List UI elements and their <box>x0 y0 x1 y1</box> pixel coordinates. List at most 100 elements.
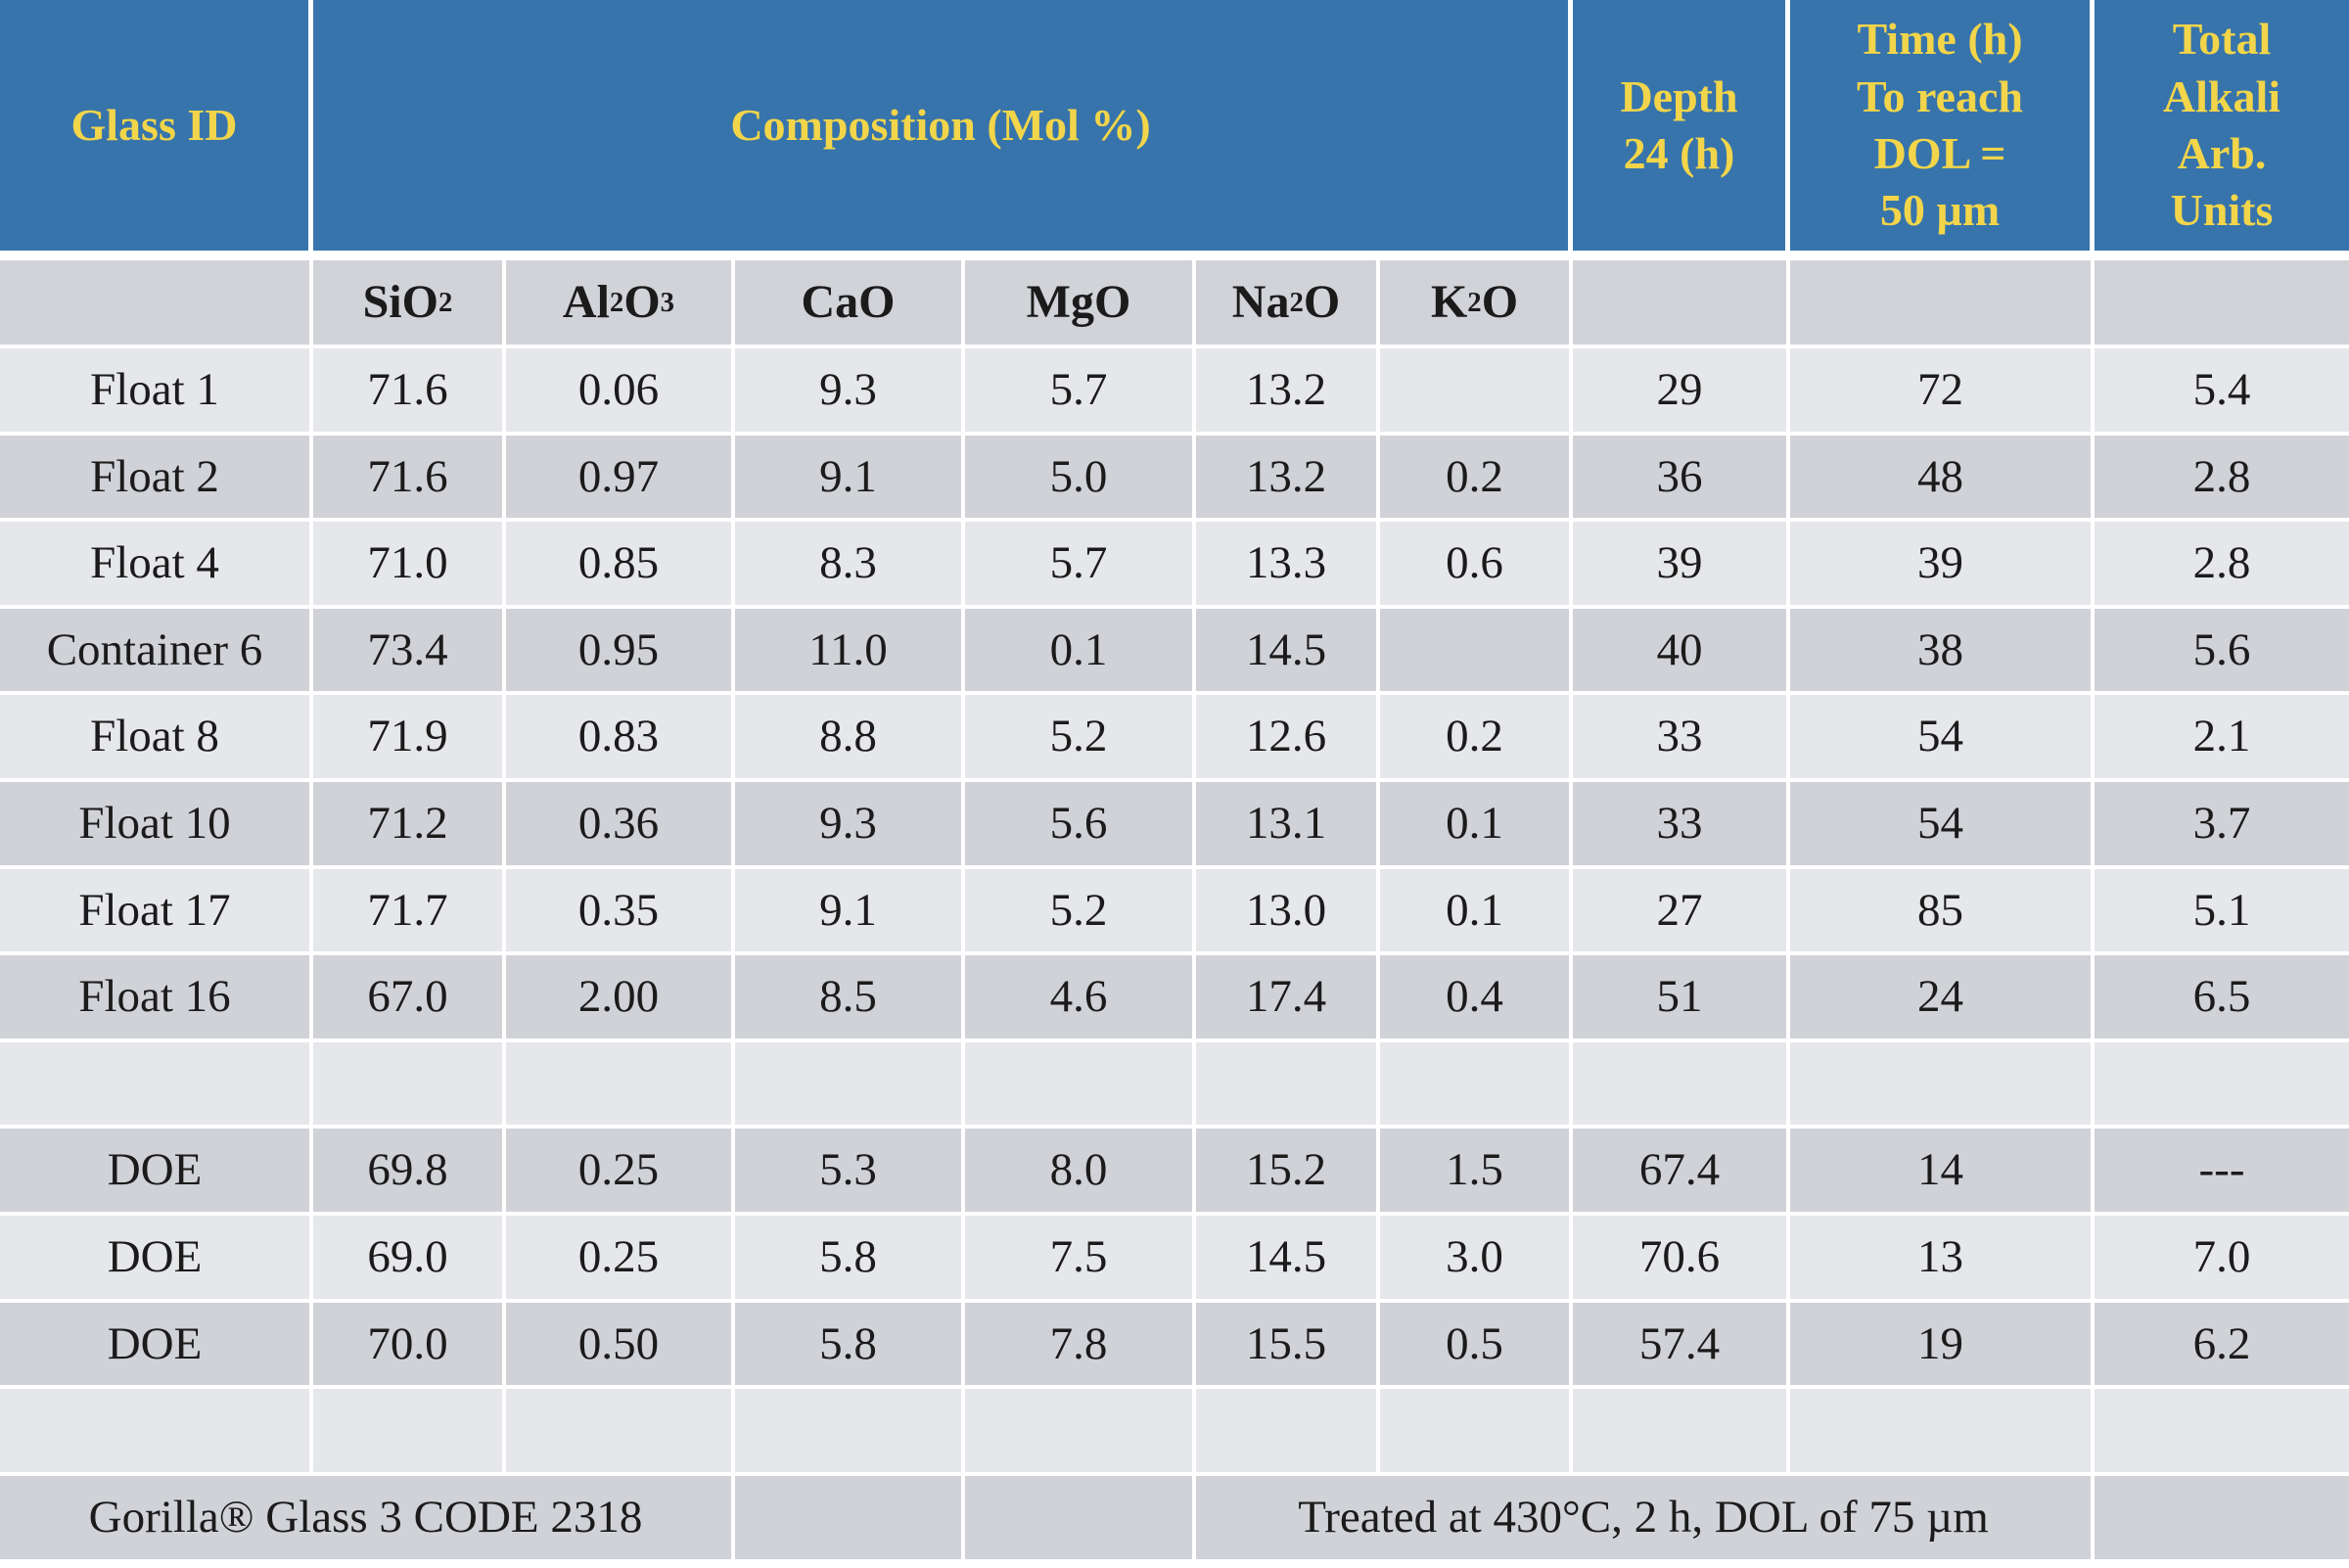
empty-cell <box>1196 1389 1380 1476</box>
table-cell: DOE <box>0 1302 313 1390</box>
subheader-mgo: MgO <box>965 260 1196 348</box>
table-cell: 13.0 <box>1196 868 1380 956</box>
empty-cell <box>735 1389 965 1476</box>
table-cell: 11.0 <box>735 608 965 696</box>
subheader-blank <box>0 260 313 348</box>
table-cell: 15.5 <box>1196 1302 1380 1390</box>
oxide-base: MgO <box>1026 276 1131 329</box>
empty-cell <box>965 1475 1196 1563</box>
header-time: Time (h) To reach DOL = 50 µm <box>1790 0 2095 260</box>
table-cell: 57.4 <box>1573 1302 1790 1390</box>
oxide-base: Al <box>562 276 610 329</box>
table-cell: 19 <box>1790 1302 2095 1390</box>
empty-cell <box>506 1389 735 1476</box>
table-cell: 0.1 <box>1380 868 1573 956</box>
table-cell: 5.2 <box>965 695 1196 782</box>
table-cell: 54 <box>1790 695 2095 782</box>
table-cell: 0.50 <box>506 1302 735 1390</box>
empty-cell <box>1790 1041 2095 1130</box>
subheader-sio2: SiO 2 <box>313 260 506 348</box>
table-cell: 0.97 <box>506 435 735 523</box>
table-cell: Float 8 <box>0 695 313 782</box>
oxide-base: Na <box>1231 276 1290 329</box>
table-cell: 0.83 <box>506 695 735 782</box>
header-alkali-line: Arb. <box>2177 128 2267 178</box>
table-cell: 72 <box>1790 348 2095 436</box>
table-cell: 1.5 <box>1380 1129 1573 1216</box>
table-cell: Float 2 <box>0 435 313 523</box>
table-cell: 13.3 <box>1196 522 1380 609</box>
table-cell: --- <box>2095 1129 2349 1216</box>
oxide-tail: O <box>1303 276 1341 329</box>
table-cell: 6.5 <box>2095 955 2349 1042</box>
header-alkali-line: Alkali <box>2162 70 2281 121</box>
table-cell: 14.5 <box>1196 1215 1380 1303</box>
empty-cell <box>965 1041 1196 1130</box>
table-cell: 0.6 <box>1380 522 1573 609</box>
table-cell: 0.35 <box>506 868 735 956</box>
subheader-blank <box>1573 260 1790 348</box>
table-cell: 17.4 <box>1196 955 1380 1042</box>
header-composition: Composition (Mol %) <box>313 0 1573 260</box>
table-cell: 5.1 <box>2095 868 2349 956</box>
table-cell: 9.3 <box>735 348 965 436</box>
subheader-cao: CaO <box>735 260 965 348</box>
table-cell: 5.4 <box>2095 348 2349 436</box>
table-cell: Float 17 <box>0 868 313 956</box>
table-cell: 71.7 <box>313 868 506 956</box>
table-cell: 14.5 <box>1196 608 1380 696</box>
gorilla-glass-label: Gorilla® Glass 3 CODE 2318 <box>0 1475 735 1563</box>
oxide-base: K <box>1430 276 1468 329</box>
table-cell: 12.6 <box>1196 695 1380 782</box>
subheader-blank <box>1790 260 2095 348</box>
table-cell: 3.0 <box>1380 1215 1573 1303</box>
header-glass-id-text: Glass ID <box>70 99 238 150</box>
subheader-al2o3: Al 2 O 3 <box>506 260 735 348</box>
table-cell: 13 <box>1790 1215 2095 1303</box>
table-cell <box>1380 608 1573 696</box>
oxide-tail: O <box>1481 276 1519 329</box>
table-cell: 0.06 <box>506 348 735 436</box>
oxide-tail: O <box>623 276 661 329</box>
table-cell: 14 <box>1790 1129 2095 1216</box>
table-cell: 7.0 <box>2095 1215 2349 1303</box>
table-cell: DOE <box>0 1215 313 1303</box>
table-cell: 5.7 <box>965 348 1196 436</box>
table-cell: 5.0 <box>965 435 1196 523</box>
header-depth: Depth 24 (h) <box>1573 0 1790 260</box>
table-cell: 40 <box>1573 608 1790 696</box>
table-cell: 33 <box>1573 695 1790 782</box>
table-cell: 8.3 <box>735 522 965 609</box>
table-cell: 7.5 <box>965 1215 1196 1303</box>
table-cell: 6.2 <box>2095 1302 2349 1390</box>
table-cell: 4.6 <box>965 955 1196 1042</box>
empty-cell <box>1380 1389 1573 1476</box>
table-cell: 29 <box>1573 348 1790 436</box>
header-depth-line: 24 (h) <box>1623 128 1735 178</box>
table-cell: 9.1 <box>735 868 965 956</box>
table-cell: 67.0 <box>313 955 506 1042</box>
table-cell: 67.4 <box>1573 1129 1790 1216</box>
table-cell: 2.8 <box>2095 522 2349 609</box>
empty-cell <box>2095 1475 2349 1563</box>
table-cell: 73.4 <box>313 608 506 696</box>
table-cell: 0.2 <box>1380 435 1573 523</box>
table-cell: 5.7 <box>965 522 1196 609</box>
table-cell: 2.00 <box>506 955 735 1042</box>
table-cell: 13.1 <box>1196 781 1380 869</box>
header-glass-id: Glass ID <box>0 0 313 260</box>
table-cell: 71.6 <box>313 435 506 523</box>
header-depth-line: Depth <box>1620 70 1738 121</box>
table-cell: 0.85 <box>506 522 735 609</box>
table-cell: 5.8 <box>735 1302 965 1390</box>
empty-cell <box>2095 1389 2349 1476</box>
table-cell: 71.2 <box>313 781 506 869</box>
table-cell: 0.95 <box>506 608 735 696</box>
table-cell: 5.3 <box>735 1129 965 1216</box>
table-cell: 69.8 <box>313 1129 506 1216</box>
table-cell: 39 <box>1573 522 1790 609</box>
table-cell: 7.8 <box>965 1302 1196 1390</box>
empty-cell <box>0 1389 313 1476</box>
table-cell: 24 <box>1790 955 2095 1042</box>
